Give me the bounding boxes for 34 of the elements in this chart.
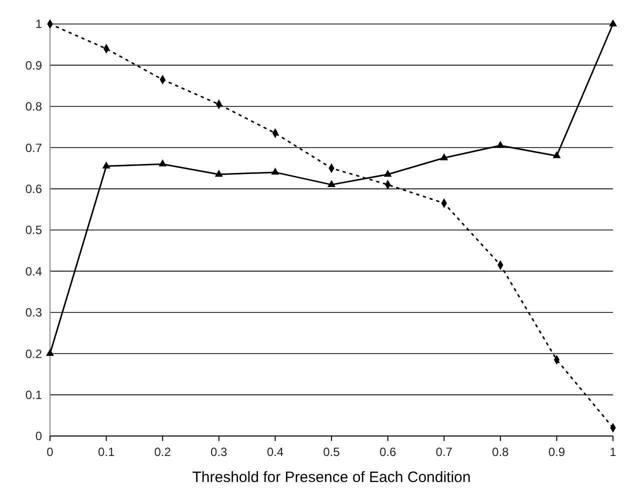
point bbox=[46, 348, 54, 356]
y-tick-label: 0.9 bbox=[25, 58, 42, 72]
point bbox=[158, 159, 167, 166]
point bbox=[102, 161, 110, 168]
y-tick-label: 0.8 bbox=[25, 100, 42, 114]
y-tick-label: 1 bbox=[35, 17, 42, 32]
x-tick-label: 0 bbox=[46, 445, 54, 459]
y-tick-label: 0.3 bbox=[25, 306, 42, 320]
y-tick-label: 0 bbox=[35, 429, 42, 444]
x-tick-label: 0.9 bbox=[548, 445, 566, 459]
point bbox=[440, 153, 448, 160]
x-tick-label: 0.6 bbox=[379, 445, 396, 459]
point bbox=[384, 170, 392, 177]
point bbox=[496, 140, 504, 148]
x-tick-label: 0.7 bbox=[436, 445, 453, 459]
x-tick-label: 1 bbox=[610, 445, 617, 459]
x-axis-title: Threshold for Presence of Each Condition bbox=[192, 469, 471, 486]
x-tick-label: 0.8 bbox=[492, 445, 510, 459]
x-tick-label: 0.5 bbox=[323, 445, 340, 459]
point bbox=[214, 170, 223, 177]
y-tick-label: 0.7 bbox=[25, 140, 42, 155]
y-tick-label: 0.2 bbox=[25, 346, 42, 361]
y-tick-label: 0.4 bbox=[25, 264, 42, 278]
y-tick-label: 0.6 bbox=[25, 182, 42, 196]
y-tick-label: 0.1 bbox=[25, 388, 42, 402]
y-tick-label: 0.5 bbox=[25, 223, 42, 238]
x-tick-label: 0.2 bbox=[154, 445, 172, 459]
x-tick-label: 0.1 bbox=[98, 445, 115, 459]
point bbox=[327, 180, 336, 187]
x-tick-label: 0.4 bbox=[266, 445, 284, 459]
point bbox=[608, 19, 618, 26]
point bbox=[271, 168, 280, 175]
x-tick-label: 0.3 bbox=[210, 445, 228, 459]
point bbox=[552, 151, 561, 158]
